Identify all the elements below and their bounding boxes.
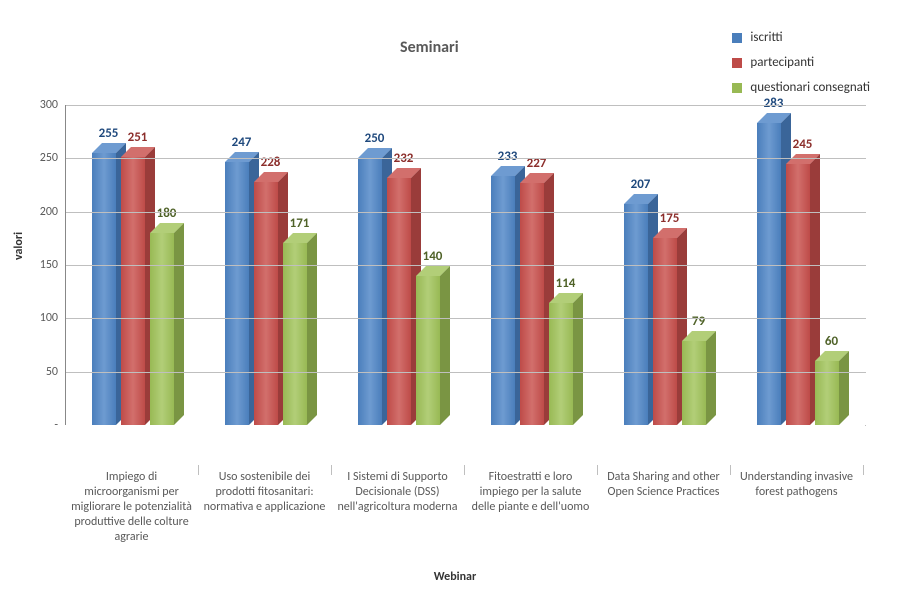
bar-partecipanti [254,182,278,425]
bar-front [150,233,174,425]
bar-front [283,243,307,425]
y-axis-label: valori [12,232,26,260]
category-separator [863,465,864,475]
bar-front [121,157,145,425]
data-label-partecipanti: 175 [660,211,680,226]
legend-label-questionari-consegnati: questionari consegnati [750,80,870,95]
bar-partecipanti [387,178,411,425]
bar-side [174,223,184,425]
seminari-chart: Seminari iscritti partecipanti questionari… [0,0,910,609]
category-label: Fitoestratti e loro impiego per la salut… [468,470,593,515]
data-label-iscritti: 283 [764,96,784,111]
bar-front [387,178,411,425]
gridline [66,318,866,319]
bar-iscritti [757,123,781,425]
bar-front [225,162,249,425]
legend-item-questionari-consegnati: questionari consegnati [732,80,870,95]
y-tick-label: - [54,418,58,432]
category-label: Impiego di microorganismi per migliorare… [69,470,194,545]
bar-questionari-consegnati [150,233,174,425]
bar-partecipanti [653,238,677,425]
category-separator [331,465,332,475]
gridline [66,105,866,106]
gridline [66,265,866,266]
data-label-partecipanti: 245 [793,137,813,152]
data-label-iscritti: 250 [365,131,385,146]
bar-side [307,233,317,425]
bar-front [92,153,116,425]
bar-iscritti [358,158,382,425]
category-label: Data Sharing and other Open Science Prac… [601,470,726,500]
bar-front [624,204,648,425]
y-tick-label: 150 [40,258,58,272]
plot-area: 2552511802472281712502321402332271142071… [65,105,866,425]
bar-iscritti [624,204,648,425]
category-label: I Sistemi di Supporto Decisionale (DSS) … [335,470,460,515]
category-separator [198,465,199,475]
y-tick-label: 50 [46,365,58,379]
bar-front [549,303,573,425]
bar-side [839,351,849,425]
gridline [66,212,866,213]
data-label-questionari-consegnati: 79 [692,314,705,329]
data-label-questionari-consegnati: 180 [157,206,177,221]
category-separator [464,465,465,475]
data-label-partecipanti: 228 [261,155,281,170]
bar-partecipanti [786,164,810,425]
legend-item-iscritti: iscritti [732,30,870,45]
y-tick-label: 250 [40,151,58,165]
category-separator [597,465,598,475]
data-label-questionari-consegnati: 114 [556,276,576,291]
bar-front [757,123,781,425]
legend-swatch-questionari-consegnati [732,83,742,93]
bar-partecipanti [520,183,544,425]
legend: iscritti partecipanti questionari consegna… [732,30,870,105]
data-label-questionari-consegnati: 140 [423,249,443,264]
category-separator [730,465,731,475]
bar-questionari-consegnati [815,361,839,425]
data-label-questionari-consegnati: 171 [290,216,310,231]
bar-side [706,331,716,425]
bar-questionari-consegnati [416,276,440,425]
bar-front [786,164,810,425]
y-tick-label: 100 [40,311,58,325]
bar-side [440,266,450,425]
data-label-iscritti: 207 [631,177,651,192]
gridline [66,158,866,159]
bar-questionari-consegnati [283,243,307,425]
data-label-questionari-consegnati: 60 [825,334,838,349]
y-tick-label: 300 [40,98,58,112]
data-label-partecipanti: 251 [128,130,148,145]
x-axis-label: Webinar [0,570,910,584]
y-tick-label: 200 [40,205,58,219]
bar-front [520,183,544,425]
category-label: Uso sostenibile dei prodotti fitosanitar… [202,470,327,515]
bar-iscritti [92,153,116,425]
bar-front [254,182,278,425]
legend-label-partecipanti: partecipanti [750,55,814,70]
bar-iscritti [491,176,515,425]
bar-front [653,238,677,425]
chart-title: Seminari [400,38,459,57]
bar-front [491,176,515,425]
data-label-iscritti: 247 [232,135,252,150]
legend-item-partecipanti: partecipanti [732,55,870,70]
plot-floor [65,425,865,465]
legend-label-iscritti: iscritti [750,30,782,45]
gridline [66,372,866,373]
category-label: Understanding invasive forest pathogens [734,470,859,500]
bar-front [682,341,706,425]
bar-questionari-consegnati [549,303,573,425]
bar-questionari-consegnati [682,341,706,425]
bar-partecipanti [121,157,145,425]
bar-front [416,276,440,425]
bar-side [573,293,583,425]
bar-front [815,361,839,425]
data-label-iscritti: 233 [498,149,518,164]
legend-swatch-iscritti [732,33,742,43]
bar-front [358,158,382,425]
legend-swatch-partecipanti [732,58,742,68]
bar-iscritti [225,162,249,425]
data-label-iscritti: 255 [99,126,119,141]
